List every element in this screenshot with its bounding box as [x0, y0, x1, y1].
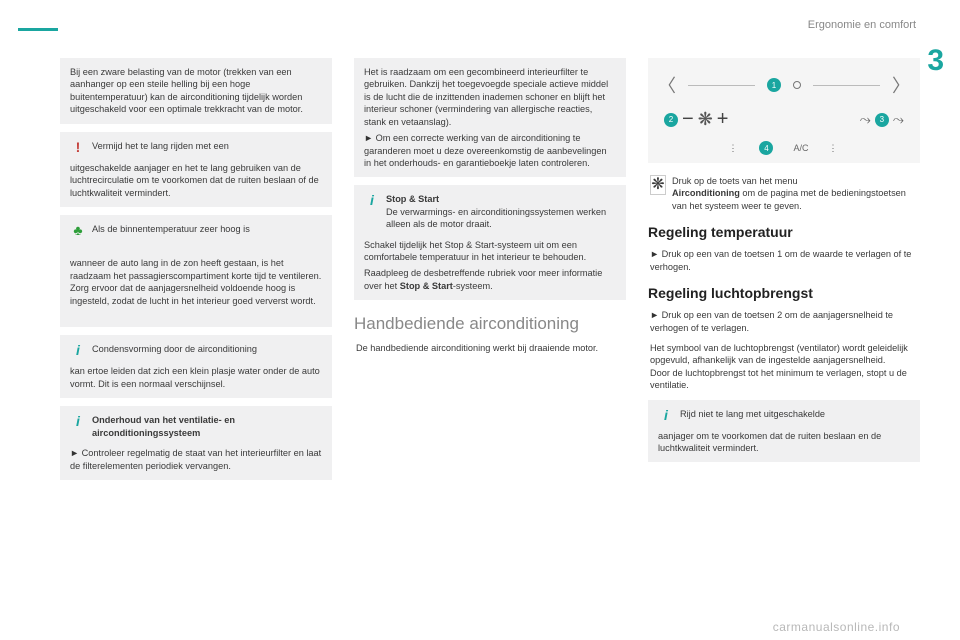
ac-label: A/C — [793, 143, 808, 153]
warn-box-cont: uitgeschakelde aanjager en het te lang g… — [60, 162, 332, 207]
cp-ac-row: ⋮ 4 A/C ⋮ — [658, 141, 910, 155]
temp-heading: Regeling temperatuur — [648, 224, 920, 240]
maint-item: Controleer regelmatig de staat van het i… — [70, 447, 322, 472]
flow-p: Het symbool van de luchtopbrengst (venti… — [648, 342, 920, 392]
ss-p3b: Stop & Start — [400, 281, 453, 291]
temp-item: Druk op een van de toetsen 1 om de waard… — [648, 248, 920, 273]
warn-rest: uitgeschakelde aanjager en het te lang g… — [70, 162, 322, 199]
cp-fan-row: 2 − ❋ + ⤳ 3 ⤳ — [658, 108, 910, 131]
column-1: Bij een zware belasting van de motor (tr… — [60, 58, 332, 622]
info-box: i Rijd niet te lang met uitgeschakelde — [648, 400, 920, 430]
page-columns: Bij een zware belasting van de motor (tr… — [60, 58, 920, 622]
cp-temp-row: 〈 1 〉 — [658, 72, 910, 98]
info-rest: aanjager om te voorkomen dat de ruiten b… — [658, 430, 910, 455]
stopstart-box: i Stop & Start De verwarmings- en aircon… — [354, 185, 626, 238]
eco-box: ♣ Als de binnentemperatuur zeer hoog is — [60, 215, 332, 245]
manual-ac-heading: Handbediende airconditioning — [354, 314, 626, 334]
callout-1: 1 — [767, 78, 781, 92]
watermark: carmanualsonline.info — [773, 620, 900, 634]
maint-box: i Onderhoud van het ventilatie- en airco… — [60, 406, 332, 447]
press-bold: Airconditioning — [672, 188, 740, 198]
filter-item: Om een correcte werking van de aircondit… — [364, 132, 616, 169]
stopstart-box-cont: Schakel tijdelijk het Stop & Start-syste… — [354, 239, 626, 301]
plus-icon: + — [717, 108, 729, 131]
info-icon: i — [76, 414, 80, 428]
warn-box: ! Vermijd het te lang rijden met een — [60, 132, 332, 162]
callout-3: 3 — [875, 113, 889, 127]
temp-dot-icon — [793, 81, 801, 89]
filter-text: Het is raadzaam om een gecombineerd inte… — [364, 66, 616, 128]
dots-icon: ⋮ — [829, 143, 840, 154]
section-header: Ergonomie en comfort — [808, 19, 916, 31]
eco-rest: wanneer de auto lang in de zon heeft ges… — [70, 257, 322, 307]
column-2: Het is raadzaam om een gecombineerd inte… — [354, 58, 626, 622]
filter-box: Het is raadzaam om een gecombineerd inte… — [354, 58, 626, 177]
info-box-cont: aanjager om te voorkomen dat de ruiten b… — [648, 430, 920, 463]
climate-panel-illustration: 〈 1 〉 2 − ❋ + ⤳ 3 ⤳ — [648, 58, 920, 163]
warn-lead: Vermijd het te lang rijden met een — [92, 140, 322, 152]
info-icon: i — [370, 193, 374, 207]
chevron-right-icon: 〉 — [892, 72, 910, 98]
ss-p2: Schakel tijdelijk het Stop & Start-syste… — [364, 239, 616, 264]
load-note-text: Bij een zware belasting van de motor (tr… — [70, 66, 322, 116]
flow-item: Druk op een van de toetsen 2 om de aanja… — [648, 309, 920, 334]
callout-2: 2 — [664, 113, 678, 127]
airflow-icon: ⤳ — [860, 111, 871, 128]
fan-menu-icon: ❋ — [651, 177, 664, 193]
chevron-left-icon: 〈 — [658, 72, 676, 98]
load-note-box: Bij een zware belasting van de motor (tr… — [60, 58, 332, 124]
maint-box-cont: Controleer regelmatig de staat van het i… — [60, 447, 332, 480]
condens-rest: kan ertoe leiden dat zich een klein plas… — [70, 365, 322, 390]
info-icon: i — [76, 343, 80, 357]
condens-box: i Condensvorming door de airconditioning — [60, 335, 332, 365]
accent-bar — [18, 28, 58, 31]
press-menu: ❋ Druk op de toets van het menu Aircondi… — [648, 175, 920, 212]
column-3: 〈 1 〉 2 − ❋ + ⤳ 3 ⤳ — [648, 58, 920, 622]
ss-p1: De verwarmings- en airconditioningssyste… — [386, 206, 616, 231]
info-lead: Rijd niet te lang met uitgeschakelde — [680, 408, 910, 420]
eco-lead: Als de binnentemperatuur zeer hoog is — [92, 223, 322, 235]
condens-lead: Condensvorming door de airconditioning — [92, 343, 322, 355]
info-icon: i — [664, 408, 668, 422]
warning-icon: ! — [76, 140, 81, 154]
dots-icon: ⋮ — [728, 143, 739, 154]
eco-box-cont: wanneer de auto lang in de zon heeft ges… — [60, 245, 332, 328]
minus-icon: − — [682, 108, 694, 131]
condens-box-cont: kan ertoe leiden dat zich een klein plas… — [60, 365, 332, 398]
ss-title: Stop & Start — [386, 194, 439, 204]
manual-ac-sub: De handbediende airconditioning werkt bi… — [354, 342, 626, 354]
airflow-icon: ⤳ — [893, 111, 904, 128]
callout-4: 4 — [759, 141, 773, 155]
chapter-number: 3 — [927, 44, 944, 78]
ss-p3c: -systeem. — [453, 281, 493, 291]
ss-p3: Raadpleeg de desbetreffende rubriek voor… — [364, 267, 616, 292]
fan-icon: ❋ — [698, 109, 713, 130]
maint-title: Onderhoud van het ventilatie- en aircond… — [92, 415, 235, 437]
flow-heading: Regeling luchtopbrengst — [648, 285, 920, 301]
tree-icon: ♣ — [73, 223, 82, 237]
press-lead: Druk op de toets van het menu — [672, 175, 918, 187]
